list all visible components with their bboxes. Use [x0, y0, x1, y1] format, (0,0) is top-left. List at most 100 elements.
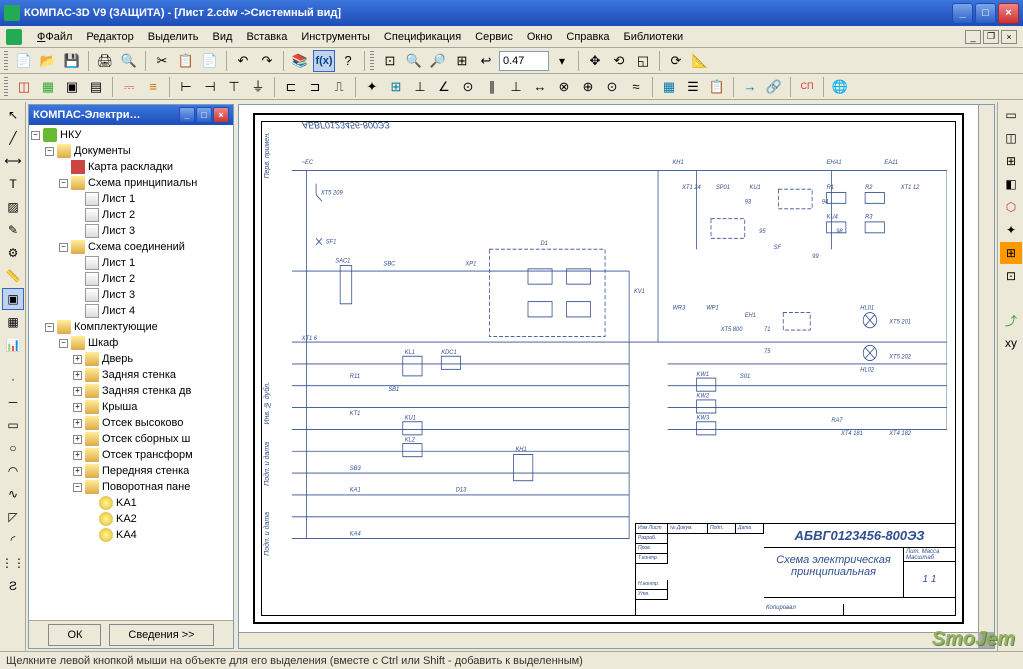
- hatch-icon[interactable]: ▨: [2, 196, 24, 218]
- end-icon[interactable]: ⊕: [577, 76, 599, 98]
- rside-icon-4[interactable]: ◧: [1000, 173, 1022, 195]
- menu-libraries[interactable]: Библиотеки: [617, 28, 691, 46]
- magnet-icon[interactable]: ⬡: [1000, 196, 1022, 218]
- bezier-icon[interactable]: Ƨ: [2, 575, 24, 597]
- vertical-scrollbar[interactable]: [978, 105, 994, 632]
- tree-body[interactable]: −НКУ −Документы Карта раскладки −Схема п…: [29, 125, 233, 620]
- junction-icon[interactable]: ⊣: [199, 76, 221, 98]
- snap-icon[interactable]: ✦: [361, 76, 383, 98]
- tree-part-6[interactable]: +Отсек трансформ: [31, 447, 231, 463]
- node-icon[interactable]: ⊢: [175, 76, 197, 98]
- paste-icon[interactable]: 📄: [199, 50, 221, 72]
- tree-ka2[interactable]: KA2: [31, 511, 231, 527]
- tree-sheet-c2[interactable]: Лист 2: [31, 271, 231, 287]
- ground-icon[interactable]: ⏚: [247, 76, 269, 98]
- menu-service[interactable]: Сервис: [468, 28, 520, 46]
- tree-sheet-c3[interactable]: Лист 3: [31, 287, 231, 303]
- select-icon[interactable]: ↖: [2, 104, 24, 126]
- tree-part-7[interactable]: +Передняя стенка: [31, 463, 231, 479]
- menu-help[interactable]: Справка: [559, 28, 616, 46]
- zoom-fit-icon[interactable]: ⊡: [379, 50, 401, 72]
- tree-sheet-p1[interactable]: Лист 1: [31, 191, 231, 207]
- rside-icon-7[interactable]: ⊞: [1000, 242, 1022, 264]
- menu-editor[interactable]: Редактор: [79, 28, 140, 46]
- tree-part-1[interactable]: +Задняя стенка: [31, 367, 231, 383]
- circle-icon[interactable]: ○: [2, 437, 24, 459]
- refresh-icon[interactable]: ⟳: [665, 50, 687, 72]
- pan-icon[interactable]: ✥: [584, 50, 606, 72]
- rside-icon-8[interactable]: ⊡: [1000, 265, 1022, 287]
- mdi-minimize[interactable]: _: [965, 30, 981, 44]
- close-button[interactable]: ×: [998, 3, 1019, 24]
- menu-tools[interactable]: Инструменты: [294, 28, 377, 46]
- mdi-close[interactable]: ×: [1001, 30, 1017, 44]
- elec-icon-4[interactable]: ▤: [85, 76, 107, 98]
- menu-insert[interactable]: Вставка: [239, 28, 294, 46]
- comp-icon-1[interactable]: ⊏: [280, 76, 302, 98]
- maximize-button[interactable]: □: [975, 3, 996, 24]
- view3d-icon[interactable]: ◱: [632, 50, 654, 72]
- near-icon[interactable]: ≈: [625, 76, 647, 98]
- point2-icon[interactable]: ·: [2, 368, 24, 390]
- tree-part-3[interactable]: +Крыша: [31, 399, 231, 415]
- list-icon[interactable]: ☰: [682, 76, 704, 98]
- tree-card[interactable]: Карта раскладки: [31, 159, 231, 175]
- elec-icon-3[interactable]: ▣: [61, 76, 83, 98]
- open-icon[interactable]: 📂: [37, 50, 59, 72]
- coord-icon[interactable]: xy: [1000, 332, 1022, 354]
- cut-icon[interactable]: ✂: [151, 50, 173, 72]
- tree-part-4[interactable]: +Отсек высоково: [31, 415, 231, 431]
- mid-icon[interactable]: ↔: [529, 76, 551, 98]
- tree-ka4[interactable]: KA4: [31, 527, 231, 543]
- arc-icon[interactable]: ◠: [2, 460, 24, 482]
- redo-icon[interactable]: ↷: [256, 50, 278, 72]
- elec-icon-1[interactable]: ◫: [13, 76, 35, 98]
- rect-icon[interactable]: ▭: [2, 414, 24, 436]
- tree-schema-conn[interactable]: −Схема соединений: [31, 239, 231, 255]
- bus-icon[interactable]: ≡: [142, 76, 164, 98]
- dim-icon[interactable]: ⟷: [2, 150, 24, 172]
- tree-sheet-c4[interactable]: Лист 4: [31, 303, 231, 319]
- menu-file[interactable]: ФФайл: [30, 28, 79, 46]
- text-icon[interactable]: T: [2, 173, 24, 195]
- undo-icon[interactable]: ↶: [232, 50, 254, 72]
- tree-sheet-p3[interactable]: Лист 3: [31, 223, 231, 239]
- zoom-window-icon[interactable]: ⊞: [451, 50, 473, 72]
- menu-spec[interactable]: Спецификация: [377, 28, 468, 46]
- tree-components[interactable]: −Комплектующие: [31, 319, 231, 335]
- rside-icon-2[interactable]: ◫: [1000, 127, 1022, 149]
- menu-view[interactable]: Вид: [206, 28, 240, 46]
- rotate-icon[interactable]: ⟲: [608, 50, 630, 72]
- zoom-input[interactable]: [499, 51, 549, 71]
- report2-icon[interactable]: 📊: [2, 334, 24, 356]
- array-icon[interactable]: ⋮⋮: [2, 552, 24, 574]
- print-icon[interactable]: 🖨: [94, 50, 116, 72]
- tree-root[interactable]: −НКУ: [31, 127, 231, 143]
- fx-button[interactable]: f(x): [313, 50, 335, 72]
- tangent-icon[interactable]: ⊙: [457, 76, 479, 98]
- copy-icon[interactable]: 📋: [175, 50, 197, 72]
- table-icon[interactable]: ▦: [658, 76, 680, 98]
- menu-select[interactable]: Выделить: [141, 28, 206, 46]
- term-icon[interactable]: ⊤: [223, 76, 245, 98]
- ok-button[interactable]: ОК: [48, 624, 101, 646]
- report-icon[interactable]: 📋: [706, 76, 728, 98]
- rside-icon-1[interactable]: ▭: [1000, 104, 1022, 126]
- line-icon[interactable]: ╱: [2, 127, 24, 149]
- spline-icon[interactable]: ∿: [2, 483, 24, 505]
- zoom-in-icon[interactable]: 🔍: [403, 50, 425, 72]
- edit-icon[interactable]: ✎: [2, 219, 24, 241]
- axis-icon[interactable]: ⤴: [1000, 309, 1022, 331]
- measure-icon[interactable]: 📐: [689, 50, 711, 72]
- details-button[interactable]: Сведения >>: [109, 624, 213, 646]
- arrow-icon[interactable]: →: [739, 76, 761, 98]
- angle-icon[interactable]: ∠: [433, 76, 455, 98]
- tree-max-icon[interactable]: □: [196, 107, 212, 123]
- param-icon[interactable]: ⚙: [2, 242, 24, 264]
- grid-icon[interactable]: ⊞: [385, 76, 407, 98]
- library-icon[interactable]: 📚: [289, 50, 311, 72]
- tree-sheet-p2[interactable]: Лист 2: [31, 207, 231, 223]
- minimize-button[interactable]: _: [952, 3, 973, 24]
- globe-icon[interactable]: 🌐: [829, 76, 851, 98]
- horizontal-scrollbar[interactable]: [239, 632, 978, 648]
